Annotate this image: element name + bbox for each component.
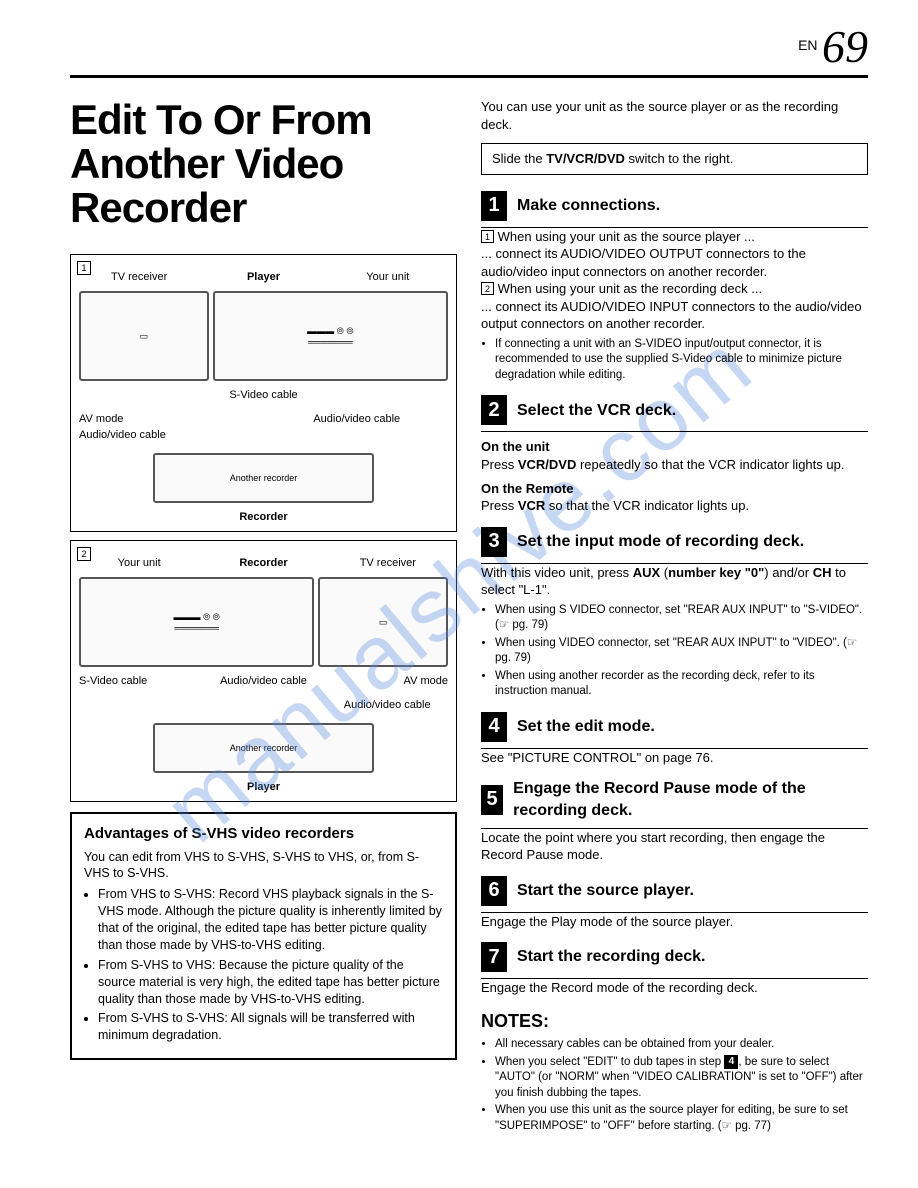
diagram-1-tag: 1 (77, 261, 91, 275)
step7-num: 7 (481, 942, 507, 972)
step3-t4: number key "0" (668, 565, 764, 580)
d1-svideo: S-Video cable (79, 389, 448, 401)
d2-avmode: AV mode (328, 675, 448, 687)
step1-title: Make connections. (517, 195, 660, 217)
step6-num: 6 (481, 876, 507, 906)
step4-title: Set the edit mode. (517, 716, 655, 738)
step1-n2a: When using your unit as the recording de… (498, 281, 762, 296)
step6-title: Start the source player. (517, 880, 694, 902)
d2-vcr-device: ▬▬▬ ⦾ ⦾═══════ (79, 577, 314, 667)
step3-t5: ) and/or (764, 565, 812, 580)
step2-sub1: On the unit (481, 438, 868, 456)
step7-title: Start the recording deck. (517, 946, 706, 968)
step7-text: Engage the Record mode of the recording … (481, 979, 868, 997)
step2-num: 2 (481, 395, 507, 425)
step1-num: 1 (481, 191, 507, 221)
step3-t6: CH (813, 565, 832, 580)
step3-title: Set the input mode of recording deck. (517, 531, 804, 553)
notes-n2: When you select "EDIT" to dub tapes in s… (495, 1055, 868, 1102)
page-prefix: EN (798, 37, 817, 53)
adv-b2: From S-VHS to VHS: Because the picture q… (98, 957, 443, 1008)
step3-num: 3 (481, 527, 507, 557)
step1-n1b: ... connect its AUDIO/VIDEO OUTPUT conne… (481, 245, 868, 280)
main-title: Edit To Or From Another Video Recorder (70, 98, 457, 230)
d2-avcable2: Audio/video cable (326, 699, 448, 711)
adv-b1: From VHS to S-VHS: Record VHS playback s… (98, 886, 443, 954)
step4-num: 4 (481, 712, 507, 742)
d2-svideo: S-Video cable (79, 675, 199, 687)
d2-another-device: Another recorder (153, 723, 374, 773)
step2-t1a: Press (481, 457, 518, 472)
d1-tv-label: TV receiver (79, 271, 199, 283)
d1-player-label: Player (203, 271, 323, 283)
step3-b2: When using VIDEO connector, set "REAR AU… (495, 636, 868, 667)
d1-another-device: Another recorder (153, 453, 374, 503)
intro-text: You can use your unit as the source play… (481, 98, 868, 133)
step1-n2b: ... connect its AUDIO/VIDEO INPUT connec… (481, 298, 868, 333)
step3-b1: When using S VIDEO connector, set "REAR … (495, 603, 868, 634)
notes-n2a: When you select "EDIT" to dub tapes in s… (495, 1056, 724, 1068)
d2-tv-device: ▭ (318, 577, 448, 667)
adv-intro: You can edit from VHS to S-VHS, S-VHS to… (84, 849, 443, 883)
instr-pre: Slide the (492, 151, 546, 166)
d1-vcr-device: ▬▬▬ ⦾ ⦾═══════ (213, 291, 448, 381)
notes-n3: When you use this unit as the source pla… (495, 1103, 868, 1134)
d2-avcable: Audio/video cable (203, 675, 323, 687)
page-header: EN 69 (70, 20, 868, 78)
step2-sub2: On the Remote (481, 480, 868, 498)
step6-text: Engage the Play mode of the source playe… (481, 913, 868, 931)
d2-tv-label: TV receiver (328, 557, 448, 569)
step2-t2c: so that the VCR indicator lights up. (545, 498, 749, 513)
step1-n1-tag: 1 (481, 230, 494, 243)
d1-unit-label: Your unit (328, 271, 448, 283)
step2-t2b: VCR (518, 498, 545, 513)
step5-text: Locate the point where you start recordi… (481, 829, 868, 864)
diagram-1: 1 TV receiver Player Your unit ▭ ▬▬▬ ⦾ ⦾… (70, 254, 457, 532)
notes-n2-step: 4 (724, 1055, 738, 1069)
d1-avcable2: Audio/video cable (266, 413, 449, 425)
step1-bullet: If connecting a unit with an S-VIDEO inp… (495, 337, 868, 384)
step1-n2-tag: 2 (481, 282, 494, 295)
d1-avmode: AV mode (79, 413, 262, 425)
d1-tv-device: ▭ (79, 291, 209, 381)
d1-caption: Recorder (79, 511, 448, 523)
d2-recorder-label: Recorder (203, 557, 323, 569)
instr-bold: TV/VCR/DVD (546, 151, 625, 166)
step3-b3: When using another recorder as the recor… (495, 669, 868, 700)
step2-t2a: Press (481, 498, 518, 513)
notes-n1: All necessary cables can be obtained fro… (495, 1037, 868, 1053)
diagram-2: 2 Your unit Recorder TV receiver ▬▬▬ ⦾ ⦾… (70, 540, 457, 802)
diagram-2-tag: 2 (77, 547, 91, 561)
step5-title: Engage the Record Pause mode of the reco… (513, 778, 868, 821)
step2-t1c: repeatedly so that the VCR indicator lig… (576, 457, 844, 472)
step3-t3: ( (660, 565, 668, 580)
step2-t1b: VCR/DVD (518, 457, 577, 472)
adv-heading: Advantages of S-VHS video recorders (84, 824, 443, 844)
step3-t1: With this video unit, press (481, 565, 633, 580)
d2-caption: Player (79, 781, 448, 793)
notes-head: NOTES: (481, 1009, 868, 1033)
step1-n1a: When using your unit as the source playe… (498, 229, 755, 244)
advantages-box: Advantages of S-VHS video recorders You … (70, 812, 457, 1060)
d1-avcable: Audio/video cable (79, 429, 262, 441)
step3-t2: AUX (633, 565, 660, 580)
step4-text: See "PICTURE CONTROL" on page 76. (481, 749, 868, 767)
adv-b3: From S-VHS to S-VHS: All signals will be… (98, 1010, 443, 1044)
page-number: 69 (822, 21, 868, 72)
step2-title: Select the VCR deck. (517, 400, 676, 422)
instruction-box: Slide the TV/VCR/DVD switch to the right… (481, 143, 868, 175)
d2-unit-label: Your unit (79, 557, 199, 569)
step5-num: 5 (481, 785, 503, 815)
instr-post: switch to the right. (625, 151, 733, 166)
